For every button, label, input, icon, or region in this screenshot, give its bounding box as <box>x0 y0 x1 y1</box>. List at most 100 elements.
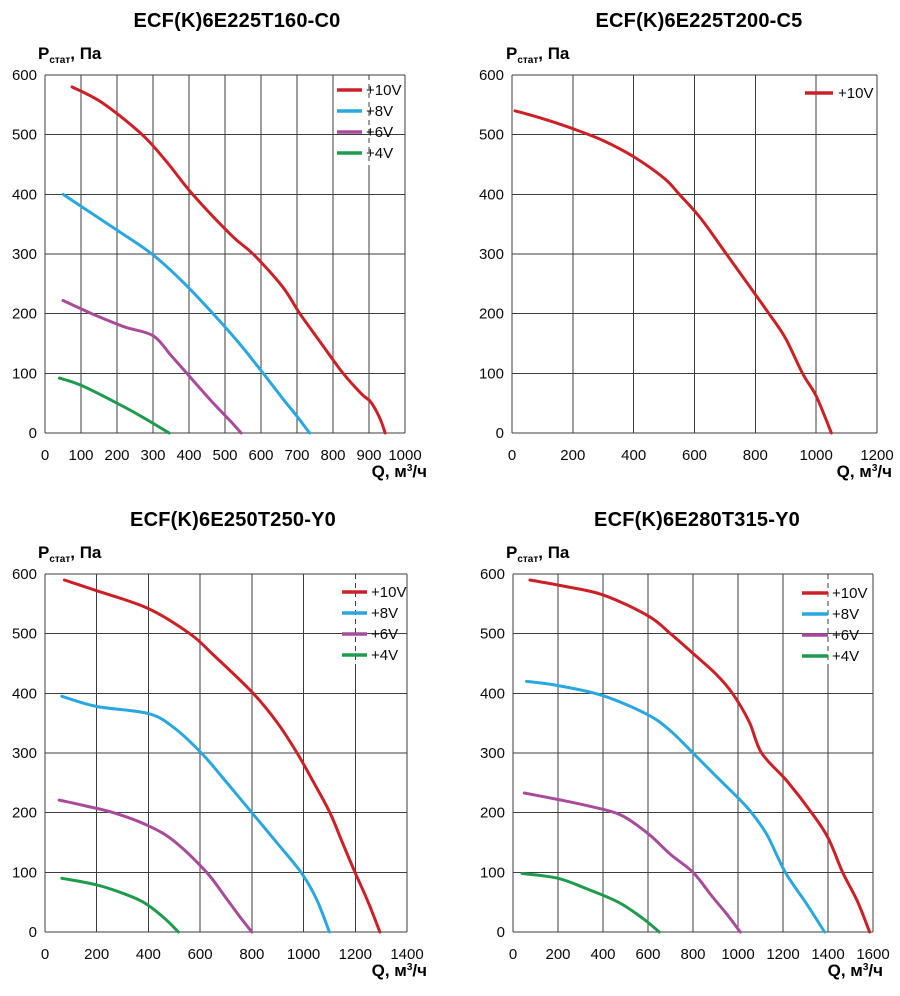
y-tick-label: 300 <box>479 246 504 263</box>
y-axis-label-units: , Па <box>70 543 102 562</box>
legend-label-plus-8v: +8V <box>371 605 398 622</box>
y-tick-label: 100 <box>12 864 37 881</box>
x-tick-label: 100 <box>68 447 93 464</box>
curve-plus-4v <box>60 876 180 934</box>
legend-label-plus-10v: +10V <box>832 585 867 602</box>
curve-plus-6v <box>522 791 742 934</box>
x-tick-label: 600 <box>635 946 660 963</box>
y-axis-label: Pстат, Па <box>38 44 101 66</box>
x-tick-label: 1000 <box>287 946 320 963</box>
x-tick-label: 1000 <box>800 447 833 464</box>
y-tick-label: 400 <box>480 685 505 702</box>
y-tick-label: 300 <box>12 745 37 762</box>
x-tick-label: 200 <box>545 946 570 963</box>
curve-plus-6v <box>61 299 243 435</box>
x-tick-label: 0 <box>41 946 49 963</box>
y-tick-label: 100 <box>12 365 37 382</box>
curve-plus-10v <box>528 578 872 934</box>
x-axis-label: Q, м3/ч <box>372 462 427 482</box>
y-axis-label-symbol: P <box>506 44 518 63</box>
x-tick-label: 200 <box>104 447 129 464</box>
y-tick-label: 400 <box>12 186 37 203</box>
plot-area: 0 200 400 600 800 1000 1200 1400 0 100 200 300 400 50… <box>12 566 424 963</box>
chart-title: ECF(K)6E225T160-C0 <box>133 10 341 32</box>
x-tick-label: 500 <box>212 447 237 464</box>
y-axis-label: Pстат, Па <box>38 543 101 565</box>
legend-label-plus-10v: +10V <box>838 85 873 102</box>
legend-label-plus-6v: +6V <box>371 626 398 643</box>
x-axis-label-text: Q, м <box>827 961 863 980</box>
curve-plus-6v <box>57 798 254 934</box>
y-tick-label: 0 <box>29 425 37 442</box>
y-tick-label: 500 <box>12 127 37 144</box>
y-tick-label: 500 <box>12 626 37 643</box>
x-tick-label: 600 <box>188 946 213 963</box>
x-tick-label: 0 <box>41 447 49 464</box>
legend-label-plus-10v: +10V <box>371 584 406 601</box>
y-tick-label: 200 <box>480 805 505 822</box>
y-axis-label-symbol: P <box>38 543 50 562</box>
chart-title: ECF(K)6E225T200-C5 <box>595 10 803 32</box>
x-tick-label: 600 <box>682 447 707 464</box>
x-axis-label: Q, м3/ч <box>828 961 883 981</box>
x-tick-label: 1200 <box>766 946 799 963</box>
y-tick-label: 200 <box>479 306 504 323</box>
x-axis-label-text: Q, м <box>371 961 407 980</box>
x-tick-label: 1200 <box>339 946 372 963</box>
x-tick-label: 400 <box>176 447 201 464</box>
grid <box>44 74 406 434</box>
legend-label-plus-10v: +10V <box>366 82 401 99</box>
x-axis-label-superscript: 3 <box>406 962 413 973</box>
y-axis-label-symbol: P <box>38 44 50 63</box>
x-axis-label-units: /ч <box>412 462 427 481</box>
x-tick-label: 1400 <box>811 946 844 963</box>
y-tick-label: 0 <box>497 924 505 941</box>
y-tick-label: 300 <box>480 745 505 762</box>
legend-label-plus-4v: +4V <box>371 647 398 664</box>
y-axis-label-symbol: P <box>506 543 518 562</box>
chart-panel-4: ECF(K)6E280T315-Y0 Pстат, Па 0 200 400 600 8… <box>450 499 900 996</box>
y-tick-label: 200 <box>12 805 37 822</box>
y-tick-label: 0 <box>496 425 504 442</box>
x-axis-label-text: Q, м <box>371 462 407 481</box>
curve-plus-10v <box>513 109 833 435</box>
y-tick-label: 400 <box>479 186 504 203</box>
curve-plus-10v <box>70 85 387 435</box>
legend-label-plus-4v: +4V <box>366 145 393 162</box>
x-tick-label: 0 <box>508 447 516 464</box>
x-tick-label: 200 <box>560 447 585 464</box>
curve-plus-4v <box>520 872 661 934</box>
y-axis-label-units: , Па <box>538 543 570 562</box>
x-axis-label: Q, м3/ч <box>837 462 892 482</box>
x-axis-label-units: /ч <box>868 961 883 980</box>
x-tick-label: 1400 <box>390 946 423 963</box>
x-tick-label: 800 <box>239 946 264 963</box>
y-tick-label: 600 <box>12 566 37 583</box>
curve-plus-4v <box>57 376 171 435</box>
x-axis-label-text: Q, м <box>836 462 872 481</box>
chart-title: ECF(K)6E280T315-Y0 <box>594 509 800 531</box>
y-tick-label: 600 <box>479 67 504 84</box>
legend-label-plus-6v: +6V <box>832 627 859 644</box>
y-tick-label: 500 <box>480 626 505 643</box>
chart-title: ECF(K)6E250T250-Y0 <box>130 509 336 531</box>
y-axis-label: Pстат, Па <box>506 44 569 66</box>
x-axis-label-units: /ч <box>877 462 892 481</box>
x-tick-label: 200 <box>84 946 109 963</box>
x-axis-label: Q, м3/ч <box>372 961 427 981</box>
x-tick-label: 800 <box>320 447 345 464</box>
y-tick-label: 100 <box>479 365 504 382</box>
legend-label-plus-8v: +8V <box>832 606 859 623</box>
plot-area: 0 200 400 600 800 1000 1200 0 100 200 300 400 500 600… <box>479 67 894 464</box>
grid <box>44 573 408 933</box>
x-axis-label-units: /ч <box>412 961 427 980</box>
x-tick-label: 1600 <box>856 946 889 963</box>
x-axis-label-superscript: 3 <box>862 962 869 973</box>
x-tick-label: 1000 <box>388 447 421 464</box>
y-axis-label-subscript: стат <box>49 55 71 66</box>
curve-plus-10v <box>62 578 382 934</box>
y-axis-label-subscript: стат <box>517 55 539 66</box>
x-tick-label: 700 <box>284 447 309 464</box>
legend-label-plus-6v: +6V <box>366 124 393 141</box>
x-tick-label: 400 <box>136 946 161 963</box>
